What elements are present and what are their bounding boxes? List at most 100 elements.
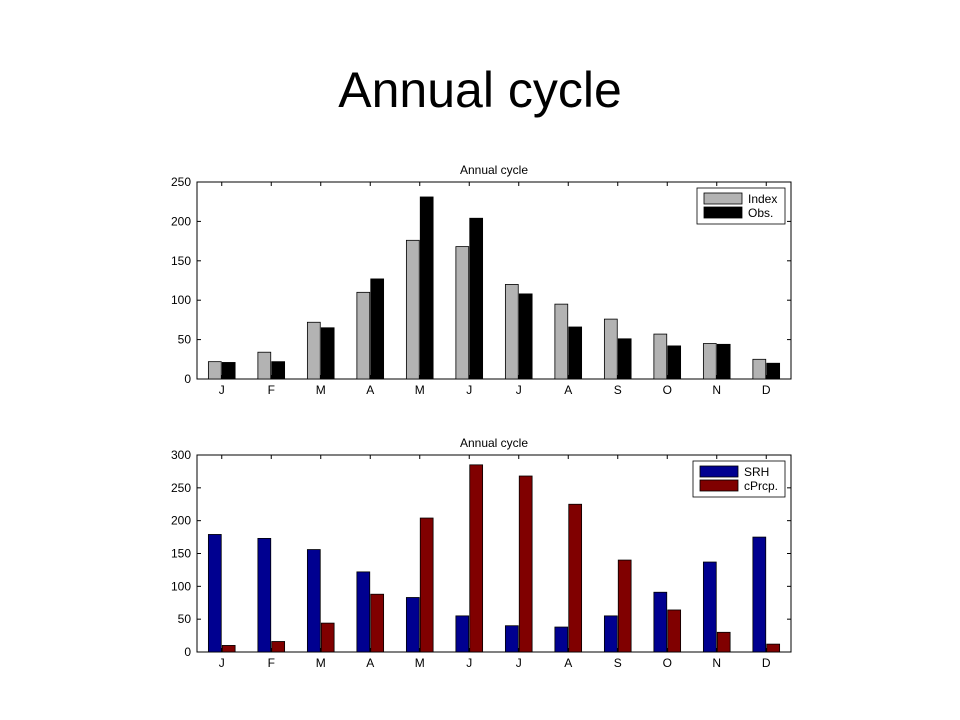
bar-series2 [419, 517, 434, 653]
y-tick-label: 0 [184, 372, 191, 386]
bar-series2 [469, 217, 484, 380]
bar-series2 [766, 362, 781, 380]
bar-series1 [257, 537, 272, 653]
bar-series1 [504, 284, 519, 380]
bar-series2 [568, 326, 583, 380]
x-tick-label: A [564, 656, 572, 670]
bar-series2 [271, 361, 286, 380]
bar-series1 [207, 361, 222, 380]
bar-series1 [356, 291, 371, 380]
legend-label: Index [748, 192, 777, 206]
plot-area [196, 454, 792, 653]
y-tick-label: 150 [171, 547, 191, 561]
y-tick-label: 100 [171, 293, 191, 307]
bar-series1 [752, 358, 767, 380]
bar-series1 [603, 318, 618, 380]
legend-swatch [699, 479, 739, 492]
y-tick-label: 200 [171, 214, 191, 228]
x-tick-label: A [564, 383, 572, 395]
x-tick-label: N [712, 656, 721, 670]
legend-swatch [703, 206, 743, 219]
y-tick-label: 0 [184, 645, 191, 659]
chart-title: Annual cycle [460, 436, 528, 450]
y-tick-label: 50 [178, 612, 192, 626]
x-tick-label: M [415, 383, 425, 395]
bar-series1 [702, 561, 717, 653]
bar-series1 [455, 246, 470, 380]
y-tick-label: 100 [171, 579, 191, 593]
x-tick-label: A [366, 656, 374, 670]
chart-title: Annual cycle [460, 163, 528, 177]
x-tick-label: M [316, 656, 326, 670]
legend-label: cPrcp. [744, 479, 778, 493]
bar-series1 [257, 351, 272, 380]
x-tick-label: F [268, 656, 275, 670]
annual-cycle-chart-top: Annual cycle 0 50 100 150 200 250 J F M A M J J A S O N D I… [171, 163, 792, 395]
x-tick-label: D [762, 656, 771, 670]
legend-swatch [699, 465, 739, 478]
bar-series2 [716, 631, 731, 653]
x-tick-label: J [466, 656, 472, 670]
bar-series1 [653, 333, 668, 380]
x-tick-label: M [415, 656, 425, 670]
legend-swatch [703, 192, 743, 205]
y-tick-label: 200 [171, 514, 191, 528]
bar-series2 [518, 475, 533, 653]
x-tick-label: M [316, 383, 326, 395]
x-tick-label: S [614, 656, 622, 670]
bar-series1 [504, 625, 519, 653]
legend-label: Obs. [748, 206, 773, 220]
bar-series2 [766, 643, 781, 653]
bar-series2 [320, 622, 335, 653]
bar-series2 [221, 362, 236, 380]
x-tick-label: J [219, 656, 225, 670]
bar-series1 [207, 534, 222, 653]
bar-series1 [653, 591, 668, 653]
y-tick-label: 300 [171, 448, 191, 462]
bar-series2 [271, 641, 286, 653]
bar-series1 [405, 597, 420, 653]
bar-series1 [306, 321, 321, 380]
annual-cycle-chart-bottom: Annual cycle 0 50 100 150 200 250 300 J F M A M J J A S O… [171, 436, 792, 670]
x-tick-label: O [663, 656, 672, 670]
x-tick-label: O [663, 383, 672, 395]
bar-series2 [617, 338, 632, 380]
bar-series1 [752, 536, 767, 653]
bar-series2 [370, 278, 385, 380]
bar-series2 [716, 343, 731, 380]
x-tick-label: J [516, 383, 522, 395]
x-tick-label: A [366, 383, 374, 395]
bar-series2 [617, 559, 632, 653]
y-tick-label: 250 [171, 481, 191, 495]
y-tick-label: 250 [171, 175, 191, 189]
x-tick-label: J [219, 383, 225, 395]
x-tick-label: D [762, 383, 771, 395]
bar-series2 [568, 503, 583, 653]
bar-series1 [603, 615, 618, 653]
bar-series1 [554, 303, 569, 380]
bar-series2 [221, 645, 236, 653]
slide-title: Annual cycle [338, 62, 622, 118]
bar-series2 [419, 196, 434, 380]
bar-series1 [405, 239, 420, 380]
x-tick-label: F [268, 383, 275, 395]
bar-series1 [455, 615, 470, 653]
bar-series1 [306, 549, 321, 653]
bar-series2 [518, 293, 533, 380]
bar-series1 [554, 626, 569, 653]
legend-label: SRH [744, 465, 769, 479]
bar-series2 [469, 464, 484, 653]
bar-series1 [702, 343, 717, 380]
bar-series2 [667, 609, 682, 653]
y-tick-label: 50 [178, 333, 192, 347]
bar-series1 [356, 571, 371, 653]
bar-series2 [667, 345, 682, 380]
x-tick-label: S [614, 383, 622, 395]
plot-area [196, 181, 792, 380]
bar-series2 [320, 327, 335, 380]
x-tick-label: J [516, 656, 522, 670]
x-tick-label: N [712, 383, 721, 395]
y-tick-label: 150 [171, 254, 191, 268]
bar-series2 [370, 593, 385, 653]
x-tick-label: J [466, 383, 472, 395]
